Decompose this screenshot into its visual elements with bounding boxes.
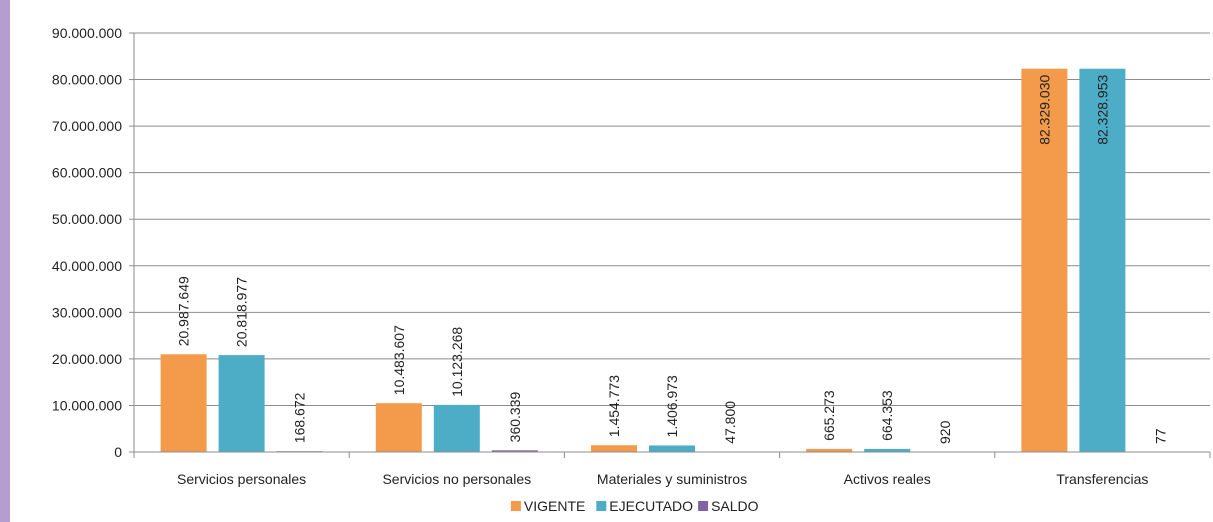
bars (160, 68, 1184, 453)
data-label: 168.672 (292, 392, 308, 443)
y-tick-label: 10.000.000 (52, 397, 122, 413)
data-label: 20.987.649 (176, 276, 192, 346)
legend-label: EJECUTADO (609, 498, 693, 514)
y-tick-label: 90.000.000 (52, 25, 122, 41)
x-tick-label: Activos reales (844, 471, 931, 487)
data-label: 1.406.973 (664, 375, 680, 437)
data-labels: 20.987.649 20.818.977 168.672 10.483.607 10.… (176, 75, 1169, 444)
legend-label: SALDO (711, 498, 759, 514)
legend-swatch (596, 501, 607, 511)
bar-vigente (375, 403, 422, 452)
y-tick-label: 20.000.000 (52, 351, 122, 367)
y-tick-label: 50.000.000 (52, 211, 122, 227)
bar-vigente (160, 354, 207, 452)
data-label: 77 (1152, 428, 1168, 444)
data-label: 360.339 (507, 392, 523, 443)
x-tick-label: Materiales y suministros (597, 471, 747, 487)
bar-vigente (591, 445, 637, 452)
data-label: 10.123.268 (449, 327, 465, 397)
data-label: 82.329.030 (1036, 75, 1052, 145)
y-tick-label: 70.000.000 (52, 118, 122, 134)
legend-label: VIGENTE (524, 498, 585, 514)
y-tick-label: 60.000.000 (52, 165, 122, 181)
data-label: 82.328.953 (1094, 75, 1110, 145)
y-axis: 0 10.000.000 20.000.000 30.000.000 40.000.00… (52, 25, 135, 460)
legend: VIGENTE EJECUTADO SALDO (510, 498, 759, 514)
bar-saldo (491, 450, 538, 452)
bar-vigente (806, 448, 853, 452)
legend-swatch (510, 501, 521, 511)
y-tick-label: 30.000.000 (52, 304, 122, 320)
bar-vigente (1021, 68, 1068, 453)
bar-ejecutado (218, 355, 265, 452)
data-label: 664.353 (879, 390, 895, 441)
y-tick-label: 0 (114, 444, 122, 460)
y-tick-label: 40.000.000 (52, 258, 122, 274)
data-label: 920 (937, 420, 953, 444)
bar-ejecutado (649, 445, 695, 452)
data-label: 10.483.607 (391, 325, 407, 395)
x-axis: Servicios personales Servicios no persona… (133, 451, 1211, 487)
x-tick-label: Servicios personales (177, 471, 306, 487)
data-label: 1.454.773 (606, 375, 622, 437)
legend-swatch (698, 501, 709, 511)
bar-ejecutado (1079, 68, 1126, 452)
bar-ejecutado (433, 404, 480, 452)
data-label: 665.273 (821, 390, 837, 441)
data-label: 20.818.977 (234, 277, 250, 347)
left-accent-bar (0, 0, 10, 522)
x-tick-label: Transferencias (1056, 471, 1148, 487)
y-tick-label: 80.000.000 (52, 72, 122, 88)
x-tick-label: Servicios no personales (382, 471, 531, 487)
data-label: 47.800 (722, 401, 738, 444)
bar-ejecutado (864, 448, 911, 452)
